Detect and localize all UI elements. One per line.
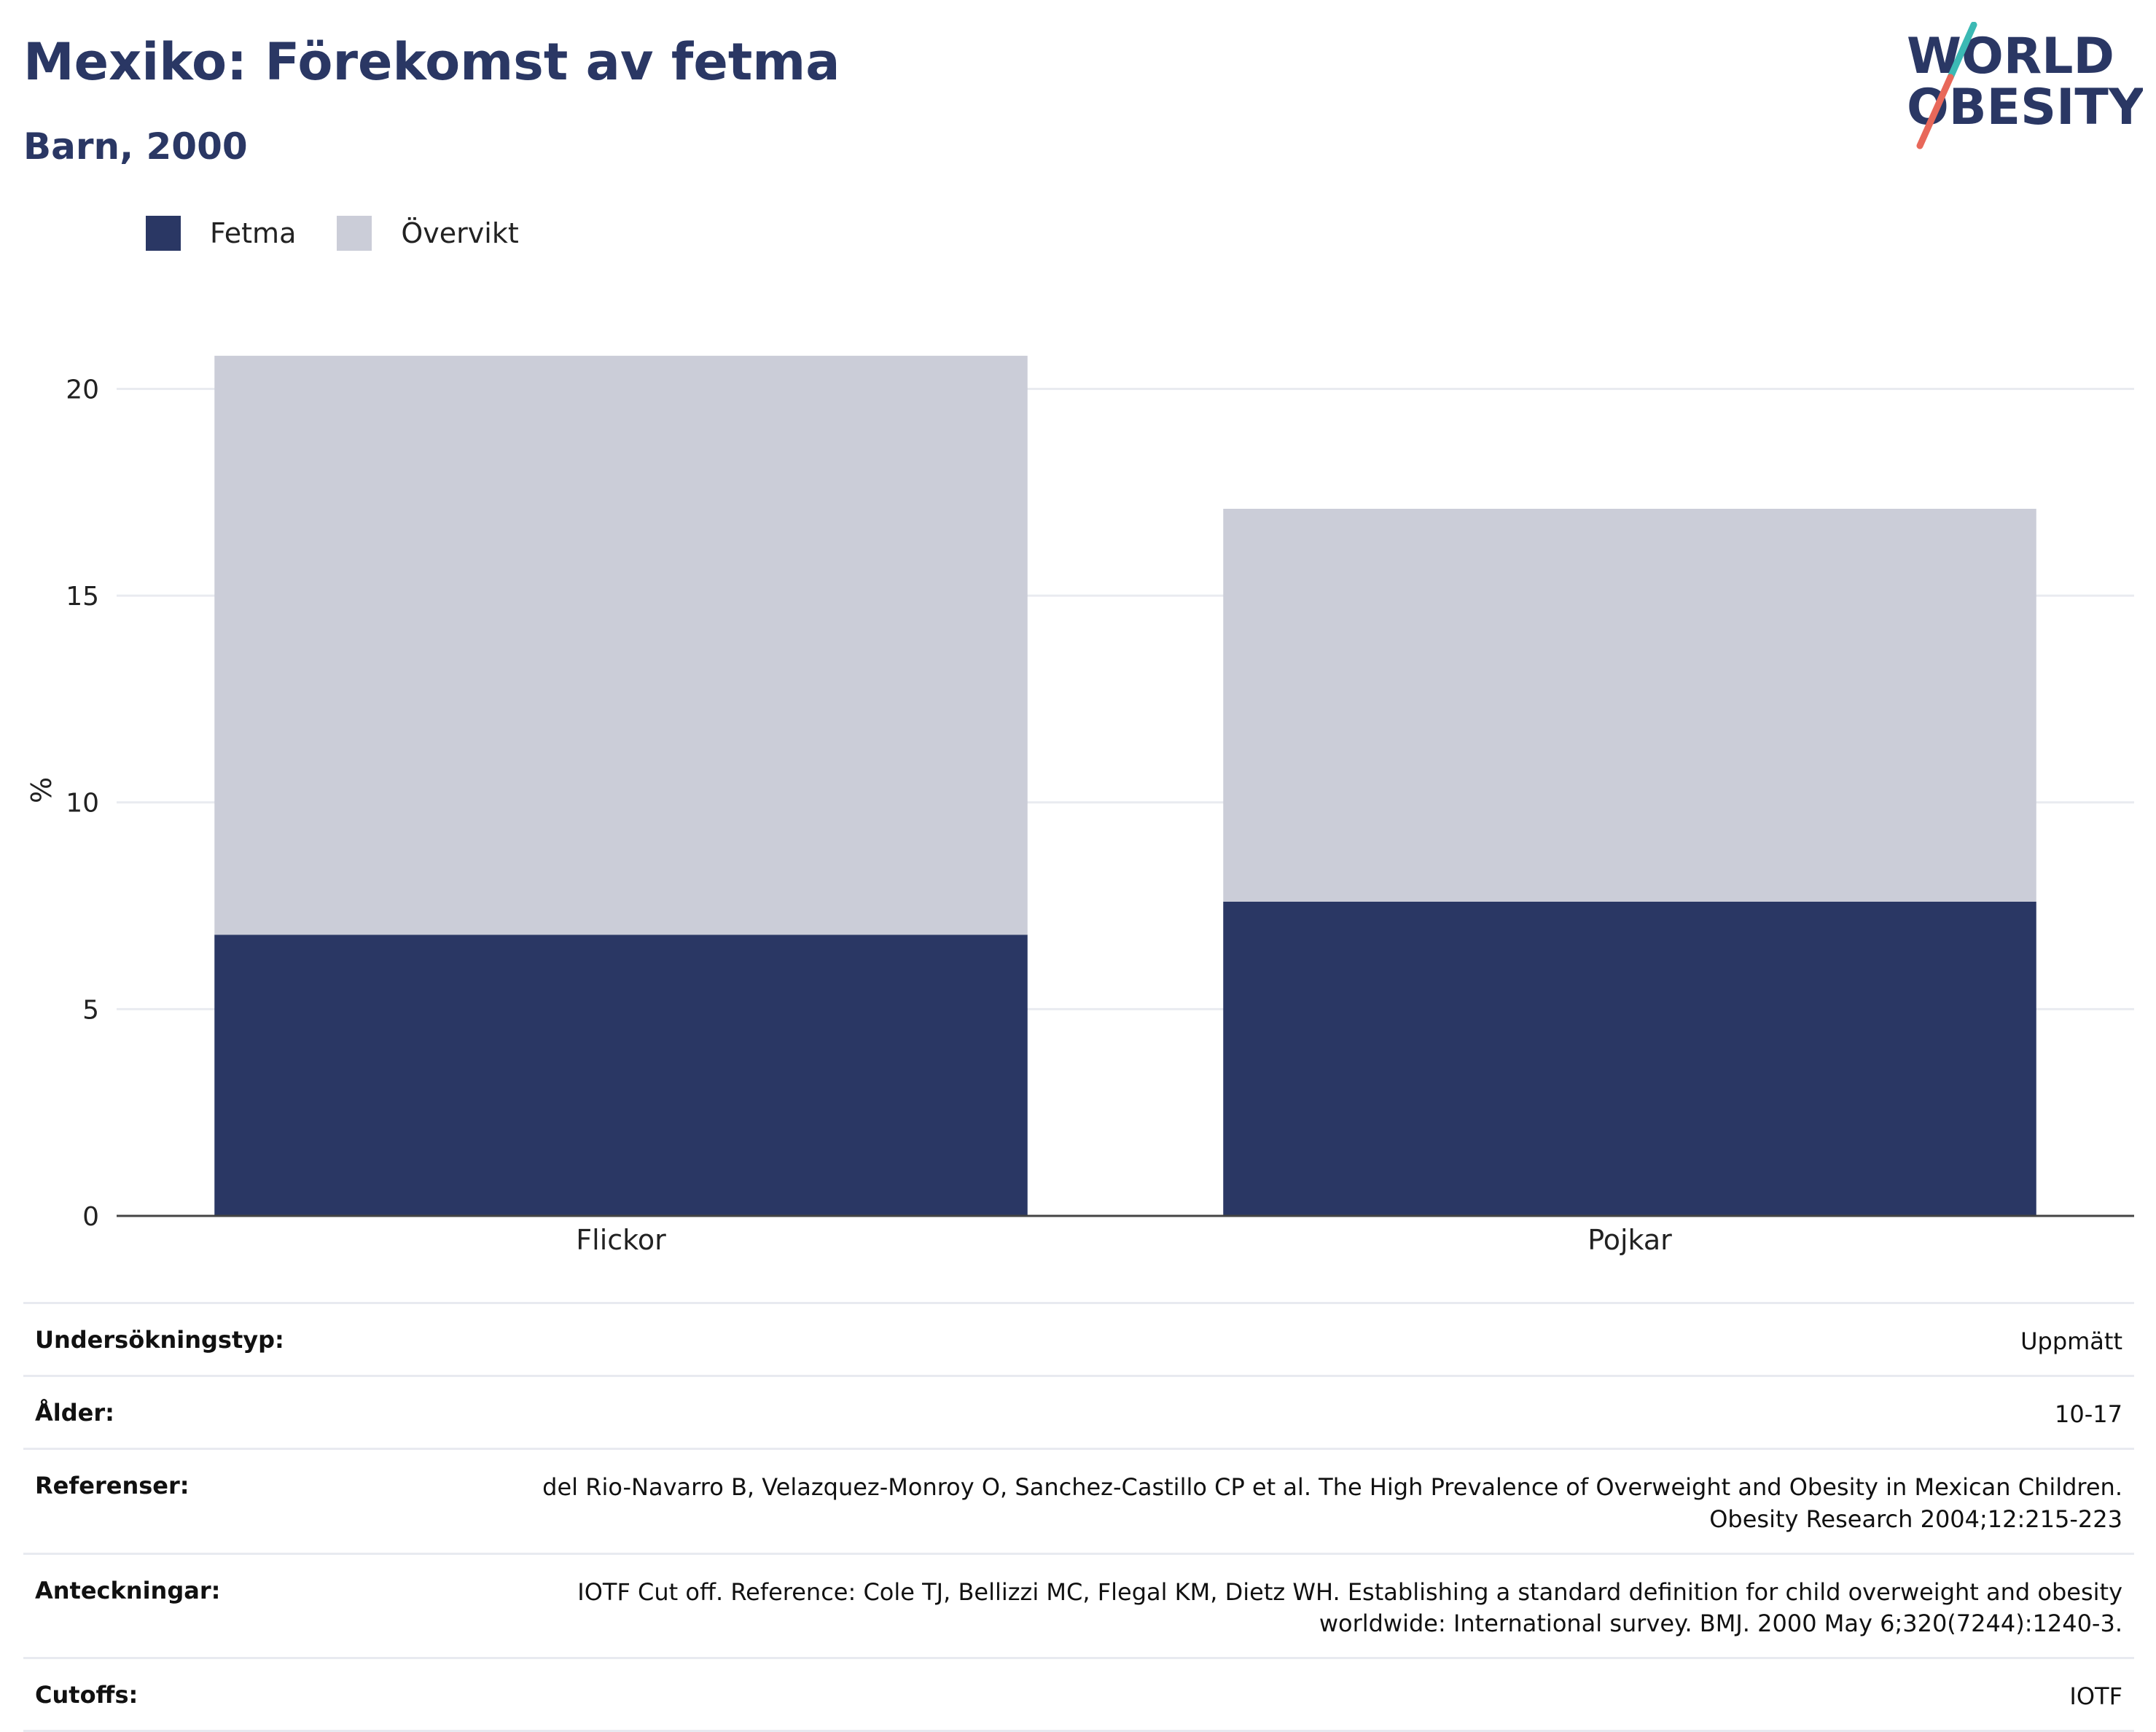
y-tick-label: 15 <box>66 582 99 612</box>
y-tick-label: 10 <box>66 789 99 819</box>
y-tick-label: 0 <box>82 1202 99 1232</box>
info-row: Anteckningar: IOTF Cut off. Reference: Co… <box>23 1552 2134 1657</box>
info-key: Undersökningstyp: <box>35 1326 284 1354</box>
legend-item-overvikt: Övervikt <box>337 216 519 251</box>
info-row: Referenser: del Rio-Navarro B, Velazquez-… <box>23 1448 2134 1552</box>
info-value: IOTF <box>2069 1682 2122 1711</box>
info-table: Undersökningstyp: Uppmätt Ålder: 10-17 Refer… <box>23 1302 2134 1732</box>
chart-subtitle: Barn, 2000 <box>23 125 248 168</box>
info-key: Anteckningar: <box>35 1576 221 1604</box>
info-value: 10-17 <box>2055 1400 2122 1429</box>
legend-label-overvikt: Övervikt <box>401 217 519 249</box>
bar-fetma <box>214 935 1028 1216</box>
legend-swatch-overvikt <box>337 216 372 251</box>
x-tick-label: Pojkar <box>1587 1224 1672 1256</box>
y-axis-label: % <box>26 777 58 803</box>
stacked-bar-chart: 0 5 10 15 20% Flickor Pojkar <box>26 356 2134 1256</box>
info-row: Cutoffs: IOTF <box>23 1657 2134 1732</box>
info-key: Referenser: <box>35 1472 190 1500</box>
info-value: Uppmätt <box>2020 1327 2122 1355</box>
info-value: del Rio-Navarro B, Velazquez-Monroy O, S… <box>542 1473 2122 1533</box>
info-row: Undersökningstyp: Uppmätt <box>23 1302 2134 1375</box>
bar-overvikt <box>1223 508 2036 902</box>
bar-fetma <box>1223 901 2036 1216</box>
y-tick-label: 5 <box>82 995 99 1025</box>
x-tick-label: Flickor <box>576 1224 666 1256</box>
legend-item-fetma: Fetma <box>146 216 296 251</box>
info-key: Ålder: <box>35 1399 114 1427</box>
legend-label-fetma: Fetma <box>210 217 297 249</box>
info-value: IOTF Cut off. Reference: Cole TJ, Belliz… <box>577 1577 2122 1637</box>
chart-legend: Fetma Övervikt <box>146 216 560 251</box>
world-obesity-logo: WORLD OBESITY <box>1907 22 2143 149</box>
info-key: Cutoffs: <box>35 1681 138 1709</box>
info-row: Ålder: 10-17 <box>23 1375 2134 1448</box>
chart-title: Mexiko: Förekomst av fetma <box>23 32 840 92</box>
svg-text:WORLD: WORLD <box>1907 28 2114 85</box>
bar-overvikt <box>214 356 1028 935</box>
y-tick-label: 20 <box>66 375 99 405</box>
legend-swatch-fetma <box>146 216 181 251</box>
